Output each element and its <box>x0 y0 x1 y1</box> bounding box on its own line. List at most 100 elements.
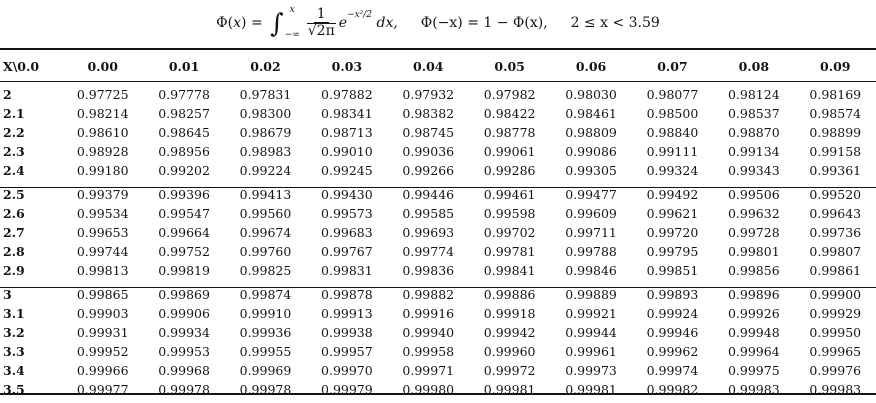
table-cell: 0.99976 <box>809 363 862 378</box>
table-cell: 0.98341 <box>321 106 373 121</box>
row-x-label: 2.3 <box>3 144 25 159</box>
header-rule <box>0 81 876 82</box>
table-cell: 0.99965 <box>809 344 862 359</box>
table-row: 2.2 0.98610 0.98645 0.98679 0.98713 0.98745 0.… <box>0 123 876 142</box>
table-cell: 0.99929 <box>809 306 862 321</box>
table-cell: 0.98809 <box>565 125 617 140</box>
table-cell: 0.99936 <box>239 325 292 340</box>
table-cell: 0.99948 <box>727 325 780 340</box>
table-cell: 0.99010 <box>321 144 373 159</box>
table-cell: 0.99886 <box>483 287 536 302</box>
table-cell: 0.99882 <box>402 287 455 302</box>
cdf-formula: Φ(x) = ∫ x −∞ 1 √2π e−x²/2 dx, Φ(−x) = 1 − Φ(… <box>0 2 876 44</box>
table-cell: 0.99266 <box>402 163 455 178</box>
table-cell: 0.99683 <box>321 225 373 240</box>
table-cell: 0.99896 <box>727 287 780 302</box>
row-x-label: 2.1 <box>3 106 25 121</box>
table-cell: 0.99585 <box>402 206 455 221</box>
table-cell: 0.99158 <box>809 144 862 159</box>
integral-limits: x −∞ <box>285 6 300 40</box>
table-cell: 0.99942 <box>483 325 536 340</box>
table-cell: 0.99957 <box>321 344 373 359</box>
table-cell: 0.99245 <box>321 163 373 178</box>
table-cell: 0.99946 <box>646 325 699 340</box>
table-cell: 0.99968 <box>158 363 210 378</box>
table-cell: 0.99979 <box>321 382 373 397</box>
group-divider-2 <box>0 287 876 288</box>
table-cell: 0.99134 <box>727 144 780 159</box>
table-cell: 0.99286 <box>483 163 536 178</box>
table-cell: 0.98928 <box>76 144 129 159</box>
table-cell: 0.99720 <box>646 225 699 240</box>
table-cell: 0.99983 <box>809 382 862 397</box>
table-cell: 0.99202 <box>158 163 210 178</box>
table-cell: 0.99874 <box>239 287 292 302</box>
table-cell: 0.99819 <box>158 263 210 278</box>
table-cell: 0.99878 <box>321 287 373 302</box>
table-cell: 0.99831 <box>321 263 373 278</box>
row-x-label: 3.2 <box>3 325 25 340</box>
table-cell: 0.99969 <box>239 363 292 378</box>
table-cell: 0.98030 <box>565 87 617 102</box>
table-cell: 0.99324 <box>646 163 699 178</box>
row-x-label: 2.7 <box>3 225 25 240</box>
table-cell: 0.99767 <box>321 244 373 259</box>
table-cell: 0.99413 <box>239 187 292 202</box>
table-cell: 0.99061 <box>483 144 536 159</box>
table-cell: 0.99958 <box>402 344 455 359</box>
table-cell: 0.99940 <box>402 325 455 340</box>
table-cell: 0.99825 <box>239 263 292 278</box>
table-cell: 0.99910 <box>239 306 292 321</box>
cdf-table: X\0.0 0.00 0.01 0.02 0.03 0.04 0.05 0.06… <box>0 52 876 399</box>
table-cell: 0.98214 <box>76 106 129 121</box>
table-cell: 0.99446 <box>402 187 455 202</box>
table-cell: 0.99960 <box>483 344 536 359</box>
column-header: 0.06 <box>575 58 607 74</box>
table-row: 3.4 0.99966 0.99968 0.99969 0.99970 0.99971 0.… <box>0 361 876 380</box>
table-cell: 0.99900 <box>809 287 862 302</box>
table-cell: 0.99180 <box>76 163 129 178</box>
table-cell: 0.99305 <box>565 163 617 178</box>
column-header: 0.03 <box>331 58 363 74</box>
integral-upper-limit: x <box>289 5 295 15</box>
table-cell: 0.98422 <box>483 106 536 121</box>
table-cell: 0.99973 <box>565 363 617 378</box>
table-cell: 0.99361 <box>809 163 862 178</box>
normalizing-fraction: 1 √2π <box>306 7 336 39</box>
x-range: 2 ≤ x < 3.59 <box>570 15 660 31</box>
table-cell: 0.99980 <box>402 382 455 397</box>
table-cell: 0.98124 <box>727 87 780 102</box>
table-cell: 0.99950 <box>809 325 862 340</box>
table-cell: 0.99621 <box>646 206 699 221</box>
row-x-label: 2 <box>3 87 12 102</box>
table-cell: 0.99461 <box>483 187 536 202</box>
table-cell: 0.99906 <box>158 306 210 321</box>
table-cell: 0.99643 <box>809 206 862 221</box>
table-cell: 0.99938 <box>321 325 373 340</box>
table-cell: 0.98300 <box>239 106 292 121</box>
table-cell: 0.99736 <box>809 225 862 240</box>
table-cell: 0.98840 <box>646 125 699 140</box>
row-x-label: 3 <box>3 287 12 302</box>
table-cell: 0.98870 <box>727 125 780 140</box>
table-cell: 0.99728 <box>727 225 780 240</box>
table-cell: 0.99966 <box>76 363 129 378</box>
integral-sign: ∫ <box>270 9 284 39</box>
table-cell: 0.99934 <box>158 325 210 340</box>
row-x-label: 2.8 <box>3 244 25 259</box>
table-cell: 0.99396 <box>158 187 210 202</box>
table-cell: 0.99955 <box>239 344 292 359</box>
table-cell: 0.99869 <box>158 287 210 302</box>
table-cell: 0.98899 <box>809 125 862 140</box>
table-row: 2 0.97725 0.97778 0.97831 0.97882 0.97932 0.97… <box>0 85 876 104</box>
table-cell: 0.97932 <box>402 87 455 102</box>
table-cell: 0.98956 <box>158 144 210 159</box>
table-cell: 0.99506 <box>727 187 780 202</box>
table-row: 2.9 0.99813 0.99819 0.99825 0.99831 0.99836 0.… <box>0 261 876 280</box>
table-cell: 0.98382 <box>402 106 455 121</box>
group-divider-1 <box>0 187 876 188</box>
table-cell: 0.99918 <box>483 306 536 321</box>
table-cell: 0.99861 <box>809 263 862 278</box>
table-cell: 0.98169 <box>809 87 862 102</box>
table-cell: 0.99953 <box>158 344 210 359</box>
